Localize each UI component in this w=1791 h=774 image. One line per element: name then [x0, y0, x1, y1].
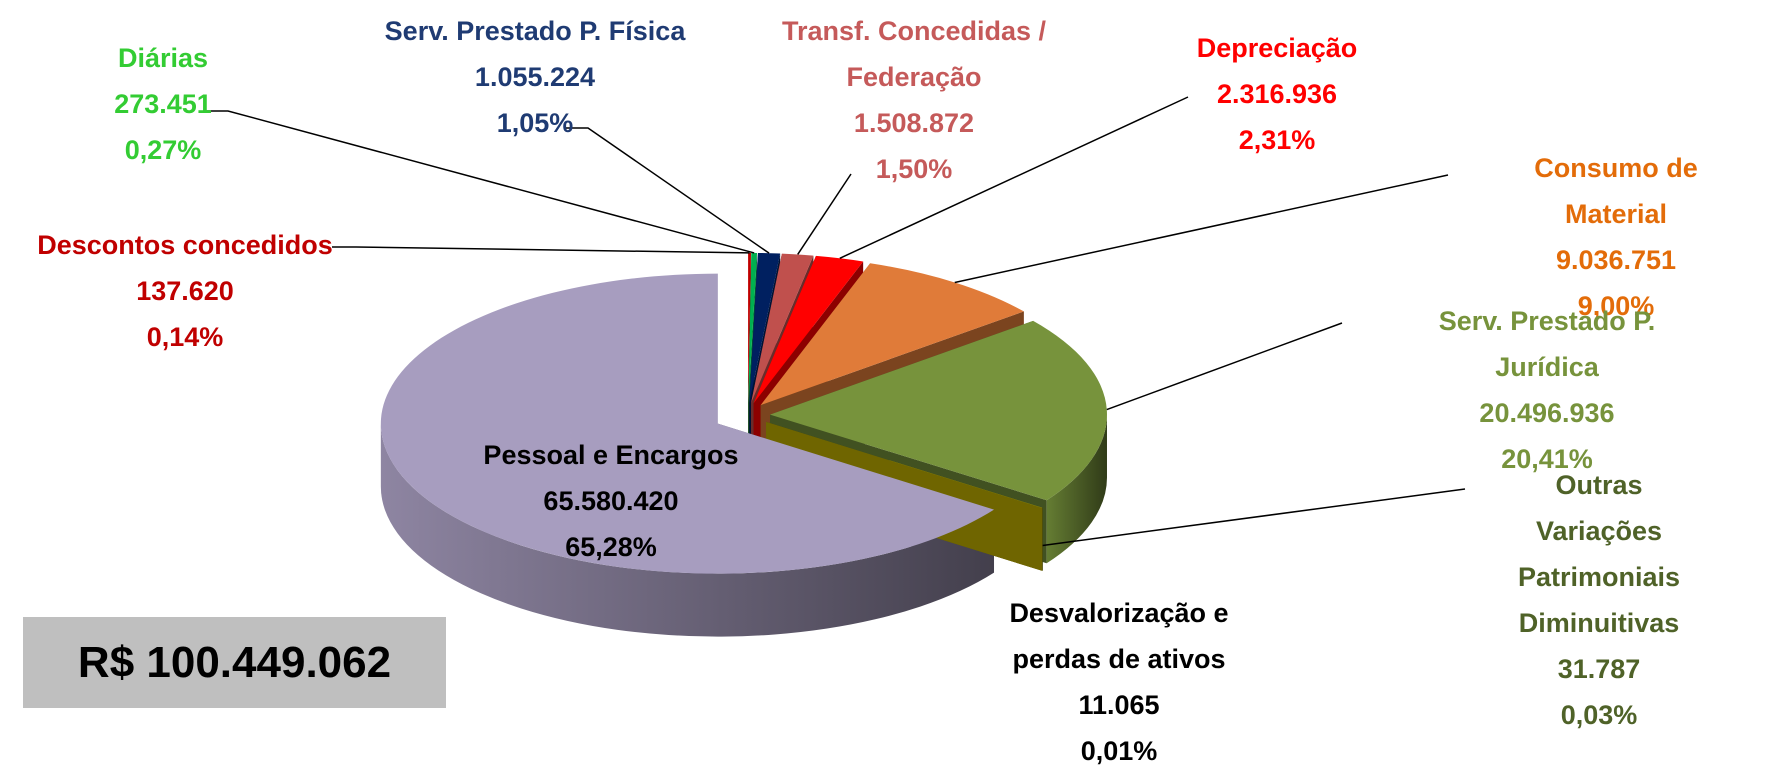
value-label: 137.620	[37, 268, 333, 314]
category-label: Depreciação	[1197, 25, 1358, 71]
percent-label: 0,03%	[1503, 692, 1695, 738]
category-label: Serv. Prestado P. Física	[385, 8, 686, 54]
page: R$ 100.449.062 (() => { const data = JSO…	[0, 0, 1791, 755]
value-label: 1.508.872	[782, 100, 1046, 146]
value-label: 65.580.420	[483, 478, 738, 524]
leader-line	[1107, 323, 1342, 410]
category-label: Transf. Concedidas / Federação	[782, 8, 1046, 100]
value-label: 11.065	[1009, 682, 1228, 728]
leader-line	[332, 247, 750, 253]
category-label: Consumo de Material	[1529, 145, 1704, 237]
leader-line	[564, 128, 769, 253]
category-label: Diárias	[114, 35, 212, 81]
percent-label: 65,28%	[483, 524, 738, 570]
value-label: 9.036.751	[1529, 237, 1704, 283]
percent-label: 1,05%	[385, 100, 686, 146]
total-box: R$ 100.449.062	[23, 617, 446, 708]
category-label: Descontos concedidos	[37, 222, 333, 268]
value-label: 1.055.224	[385, 54, 686, 100]
percent-label: 1,50%	[782, 146, 1046, 192]
percent-label: 2,31%	[1197, 117, 1358, 163]
category-label: Serv. Prestado P. Jurídica	[1425, 298, 1669, 390]
data-label: Outras Variações Patrimoniais Diminuitiv…	[1503, 462, 1695, 738]
leader-line	[1043, 489, 1465, 545]
value-label: 2.316.936	[1197, 71, 1358, 117]
category-label: Outras Variações Patrimoniais Diminuitiv…	[1503, 462, 1695, 646]
percent-label: 0,01%	[1009, 728, 1228, 774]
category-label: Pessoal e Encargos	[483, 432, 738, 478]
value-label: 20.496.936	[1425, 390, 1669, 436]
category-label: Desvalorização e perdas de ativos	[1009, 590, 1228, 682]
percent-label: 0,27%	[114, 127, 212, 173]
percent-label: 0,14%	[37, 314, 333, 360]
value-label: 273.451	[114, 81, 212, 127]
value-label: 31.787	[1503, 646, 1695, 692]
